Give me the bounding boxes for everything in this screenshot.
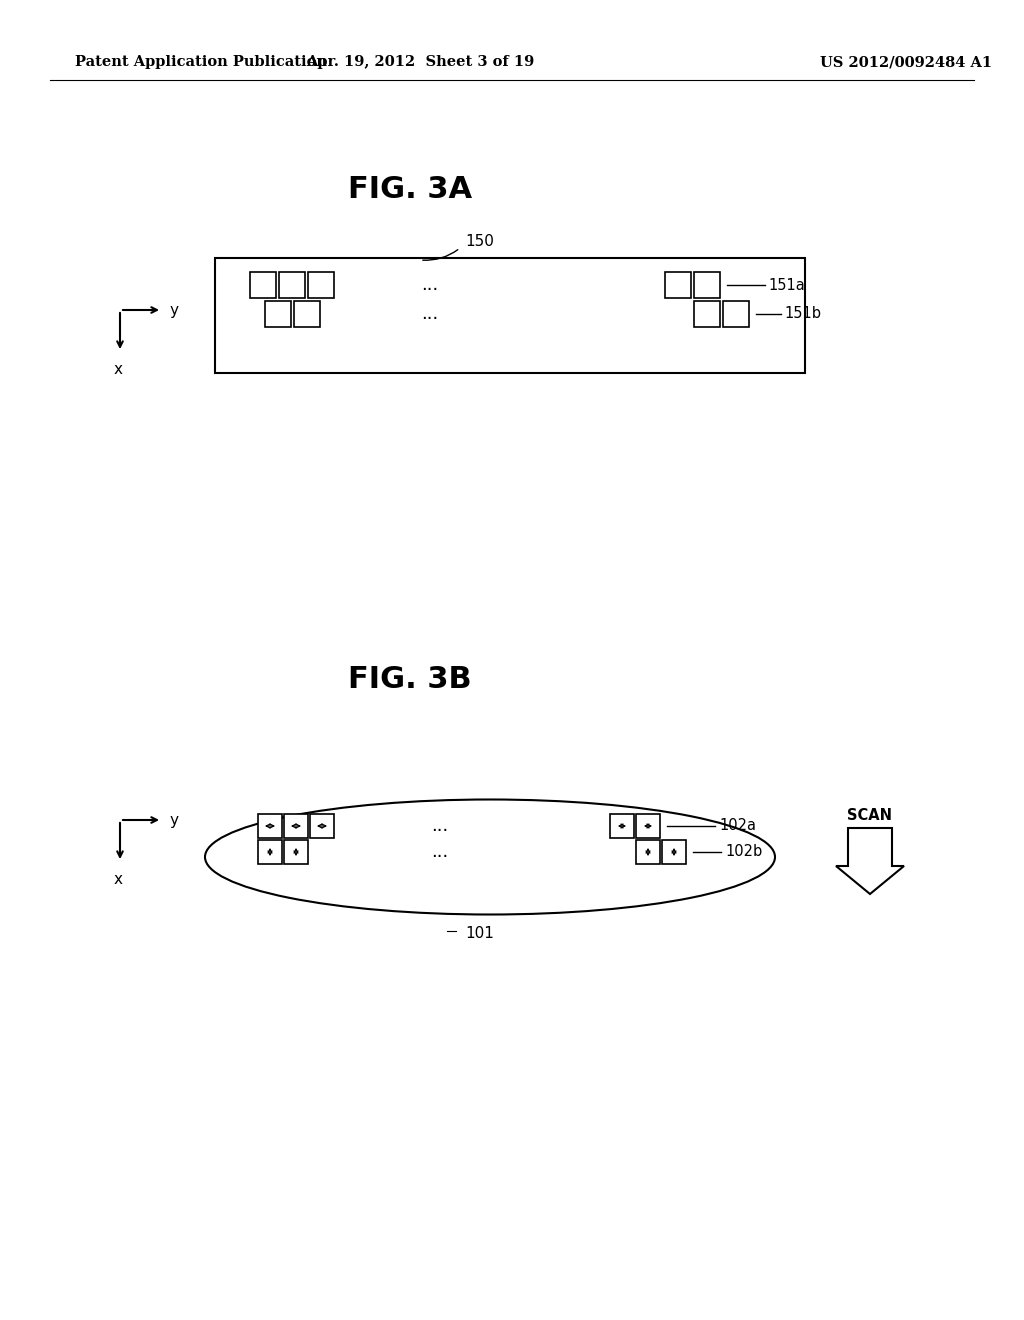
Text: 102b: 102b <box>725 845 762 859</box>
Text: FIG. 3B: FIG. 3B <box>348 665 472 694</box>
Bar <box>250 272 276 298</box>
Bar <box>723 301 749 327</box>
Bar <box>636 840 660 865</box>
Bar <box>284 814 308 838</box>
Bar <box>279 272 305 298</box>
Bar <box>694 301 720 327</box>
Bar <box>310 814 334 838</box>
Text: 151b: 151b <box>784 306 821 322</box>
Bar <box>284 840 308 865</box>
Text: Apr. 19, 2012  Sheet 3 of 19: Apr. 19, 2012 Sheet 3 of 19 <box>306 55 535 69</box>
Text: y: y <box>169 813 178 828</box>
Bar <box>264 301 291 327</box>
Text: Patent Application Publication: Patent Application Publication <box>75 55 327 69</box>
Text: 151a: 151a <box>768 277 805 293</box>
Bar <box>294 301 319 327</box>
Text: 150: 150 <box>466 235 495 249</box>
Text: FIG. 3A: FIG. 3A <box>348 176 472 205</box>
Text: 102a: 102a <box>719 818 756 833</box>
Ellipse shape <box>205 800 775 915</box>
Text: SCAN: SCAN <box>848 808 893 824</box>
Bar <box>665 272 691 298</box>
Bar <box>610 814 634 838</box>
Polygon shape <box>836 828 904 894</box>
Bar <box>662 840 686 865</box>
Text: x: x <box>114 873 123 887</box>
Bar <box>694 272 720 298</box>
Bar <box>258 814 282 838</box>
Text: ...: ... <box>421 276 438 294</box>
Bar <box>215 257 805 374</box>
Text: 101: 101 <box>466 925 495 940</box>
Text: ...: ... <box>431 843 449 861</box>
Text: ...: ... <box>431 817 449 836</box>
Bar <box>308 272 334 298</box>
Text: x: x <box>114 362 123 378</box>
Text: ...: ... <box>421 305 438 323</box>
Bar <box>636 814 660 838</box>
Text: y: y <box>169 302 178 318</box>
Bar <box>258 840 282 865</box>
Text: US 2012/0092484 A1: US 2012/0092484 A1 <box>820 55 992 69</box>
